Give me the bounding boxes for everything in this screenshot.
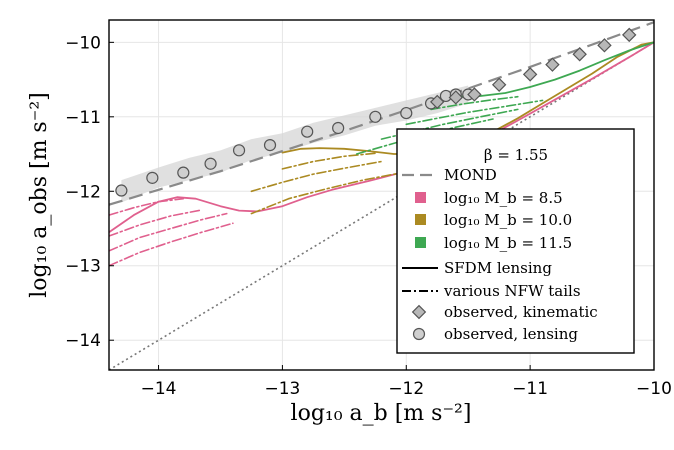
observed-kinematic-point (430, 94, 445, 110)
y-tick-label: −13 (65, 257, 101, 277)
observed-lensing-point (369, 110, 382, 123)
legend-mb100-swatch (415, 214, 426, 225)
identity-line (109, 41, 654, 370)
legend-lensing-marker (412, 327, 426, 341)
x-tick-label: −13 (264, 379, 300, 399)
observed-kinematic-point (522, 67, 538, 82)
nfw-tail-mb85 (109, 222, 234, 267)
observed-kinematic-point (467, 87, 482, 102)
sfdm-line-mb115 (454, 41, 654, 98)
observed-lensing-point (263, 139, 277, 152)
legend-title: β = 1.55 (484, 146, 548, 164)
ticks-layer: −14 −13 −12 −11 −10 −14 −13 −12 −11 −10 (65, 33, 672, 399)
legend-box (396, 128, 635, 354)
legend-mb100-label: log₁₀ M_b = 10.0 (444, 211, 572, 229)
observed-kinematic-point (491, 77, 507, 92)
observed-lensing-point (400, 106, 413, 120)
sfdm-line-mb85 (109, 41, 654, 234)
nfw-tail-mb85 (109, 209, 203, 237)
x-tick-label: −14 (141, 379, 177, 399)
legend-kinematic-label: observed, kinematic (444, 303, 598, 321)
x-axis-label: log₁₀ a_b [m s⁻²] (291, 401, 472, 426)
lensing-band-layer (121, 85, 469, 203)
y-tick-label: −12 (65, 182, 101, 202)
y-tick-label: −10 (65, 33, 101, 53)
lensing-band (121, 85, 469, 203)
observed-lensing-point (177, 166, 190, 179)
nfw-tail-mb100 (250, 171, 408, 215)
observed-kinematic-point (597, 38, 612, 53)
x-tick-label: −11 (512, 379, 548, 399)
nfw-tail-mb85 (109, 197, 185, 216)
legend: β = 1.55 MOND log₁₀ M_b = 8.5 log₁₀ M_b … (396, 128, 635, 354)
x-tick-label: −12 (388, 379, 424, 399)
observed-lensing-point (204, 157, 217, 170)
markers-layer (115, 27, 637, 197)
observed-lensing-point (232, 144, 246, 157)
observed-kinematic-point (545, 57, 560, 72)
observed-lensing-point (301, 125, 314, 138)
legend-kinematic-marker (411, 304, 427, 320)
y-tick-label: −14 (65, 331, 101, 351)
legend-mb85-label: log₁₀ M_b = 8.5 (444, 189, 563, 207)
legend-mb115-label: log₁₀ M_b = 11.5 (444, 234, 572, 252)
legend-nfw-label: various NFW tails (443, 282, 581, 300)
nfw-tail-mb115 (405, 99, 544, 126)
y-axis-label: log₁₀ a_obs [m s⁻²] (27, 92, 52, 297)
nfw-tail-mb85 (109, 212, 228, 252)
plot-frame (108, 19, 655, 371)
legend-lensing-label: observed, lensing (444, 325, 578, 343)
legend-sfdm-label: SFDM lensing (444, 259, 552, 277)
nfw-tail-mb100 (281, 152, 377, 170)
legend-mb85-swatch (415, 192, 426, 203)
observed-lensing-point (115, 184, 128, 197)
nfw-tail-mb100 (250, 160, 383, 193)
nfw-tail-mb115 (430, 95, 519, 111)
legend-mond-label: MOND (444, 166, 497, 184)
observed-kinematic-point (572, 47, 587, 62)
observed-lensing-point (146, 171, 159, 184)
x-tick-label: −10 (636, 379, 672, 399)
y-tick-label: −11 (65, 108, 101, 128)
observed-lensing-point (332, 121, 345, 135)
observed-kinematic-point (622, 27, 637, 43)
observed-kinematic-point (448, 90, 464, 105)
lines-layer (109, 21, 654, 370)
legend-mb115-swatch (415, 237, 426, 248)
